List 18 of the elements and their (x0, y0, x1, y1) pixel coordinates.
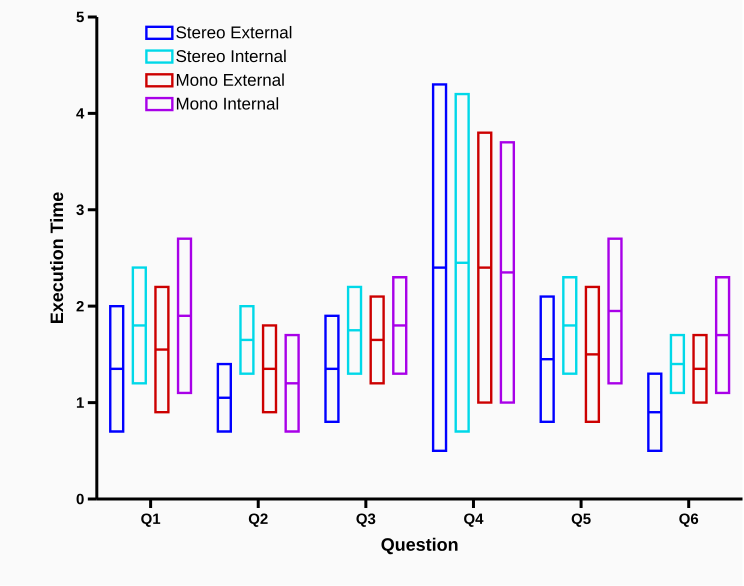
x-tick-label: Q1 (141, 514, 160, 527)
y-tick-label: 4 (76, 108, 84, 119)
x-tick-label: Q4 (464, 514, 484, 527)
y-axis-title: Execution Time (50, 192, 64, 324)
x-tick-label: Q2 (248, 514, 268, 527)
y-tick-label: 3 (76, 204, 84, 216)
y-tick-label: 0 (76, 494, 84, 504)
legend-label: Mono Internal (176, 97, 278, 110)
x-tick-label: Q5 (572, 514, 591, 527)
x-tick-label: Q6 (679, 514, 698, 527)
y-tick-label: 5 (76, 12, 84, 22)
legend-label: Stereo External (176, 26, 292, 39)
y-tick-label: 2 (76, 301, 84, 312)
legend-label: Stereo Internal (176, 50, 286, 62)
y-tick-label: 1 (76, 398, 84, 408)
x-axis-title: Question (381, 538, 458, 554)
legend-label: Mono External (176, 74, 284, 86)
x-tick-label: Q3 (356, 514, 376, 527)
